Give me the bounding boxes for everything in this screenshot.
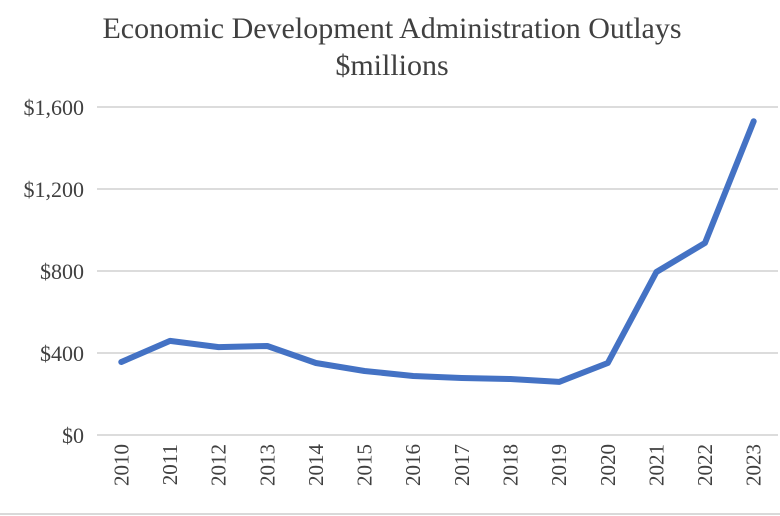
y-tick-label: $0 xyxy=(62,423,84,448)
x-tick-label: 2017 xyxy=(450,444,474,486)
x-tick-label: 2010 xyxy=(109,444,133,486)
x-tick-label: 2015 xyxy=(353,444,377,486)
y-tick-label: $1,600 xyxy=(24,95,85,120)
x-tick-label: 2014 xyxy=(304,444,328,487)
x-tick-label: 2021 xyxy=(644,444,668,486)
x-tick-label: 2011 xyxy=(158,444,182,485)
x-tick-label: 2020 xyxy=(596,444,620,486)
y-tick-label: $400 xyxy=(40,341,84,366)
x-tick-label: 2012 xyxy=(207,444,231,486)
series-line-outlays xyxy=(118,118,757,385)
x-axis-tick-labels: 2010 2011 2012 2013 2014 2015 2016 2017 2018 2019… xyxy=(109,444,765,487)
x-tick-label: 2019 xyxy=(547,444,571,486)
y-axis-tick-labels: $0 $400 $800 $1,200 $1,600 xyxy=(24,95,85,448)
x-tick-label: 2022 xyxy=(693,444,717,486)
y-tick-label: $1,200 xyxy=(24,177,85,202)
chart-title: Economic Development Administration Outl… xyxy=(102,12,681,45)
x-tick-label: 2023 xyxy=(742,444,766,486)
y-tick-label: $800 xyxy=(40,259,84,284)
x-tick-label: 2016 xyxy=(401,444,425,486)
x-tick-label: 2013 xyxy=(255,444,279,486)
x-tick-label: 2018 xyxy=(498,444,522,486)
gridlines xyxy=(0,106,780,515)
chart-subtitle: $millions xyxy=(335,49,448,82)
series-layer xyxy=(118,118,757,385)
